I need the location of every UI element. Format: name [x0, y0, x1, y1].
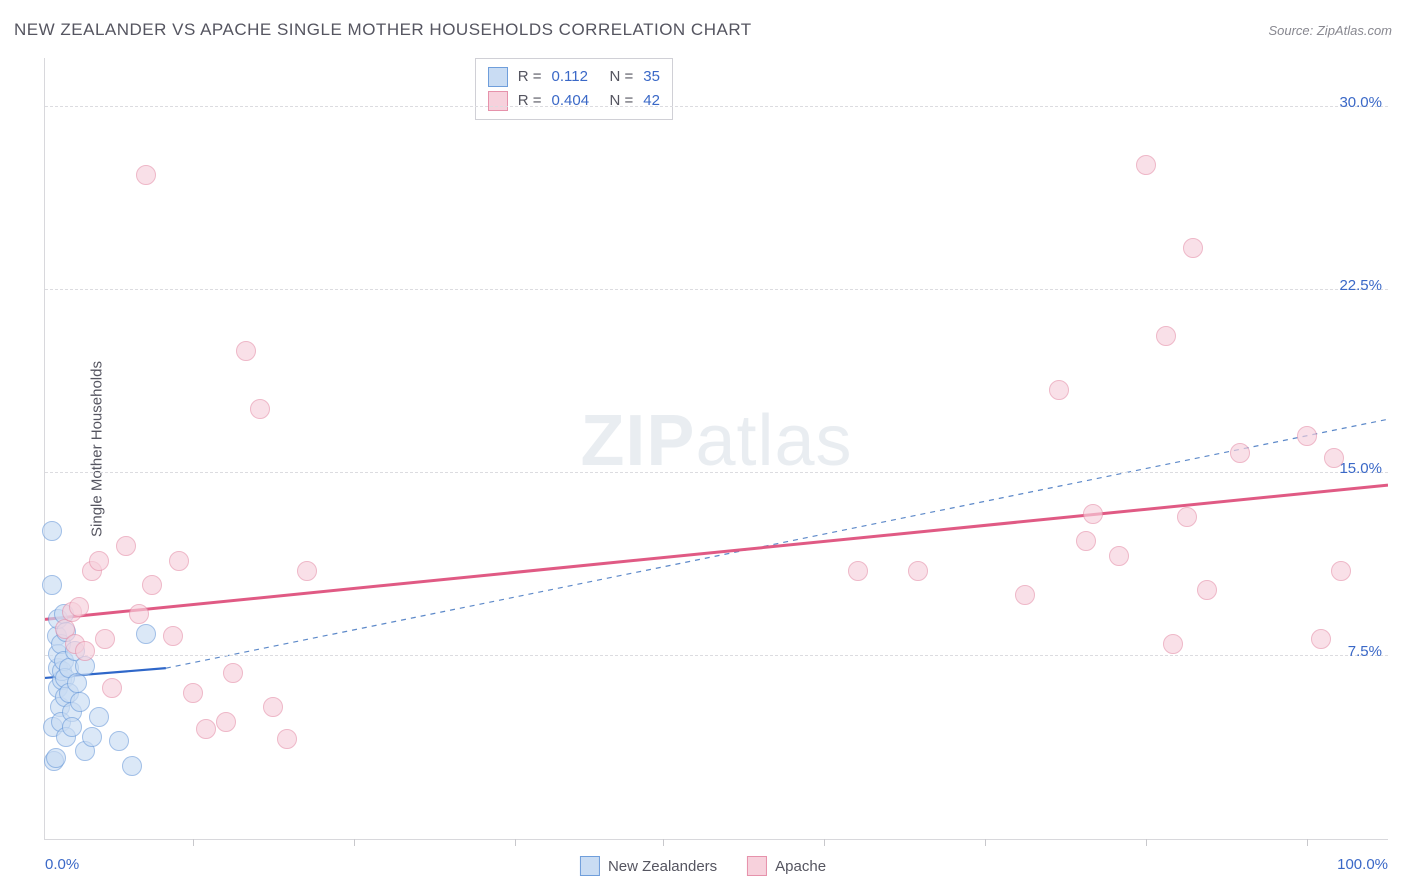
data-point	[236, 341, 256, 361]
data-point	[129, 604, 149, 624]
y-axis-title: Single Mother Households	[88, 361, 105, 537]
source-credit: Source: ZipAtlas.com	[1268, 23, 1392, 38]
data-point	[1324, 448, 1344, 468]
legend-row: R = 0.404 N = 42	[488, 89, 660, 113]
r-value: 0.112	[552, 65, 600, 89]
x-tick	[193, 839, 194, 846]
legend-item: New Zealanders	[580, 856, 717, 876]
data-point	[1136, 155, 1156, 175]
data-point	[183, 683, 203, 703]
data-point	[297, 561, 317, 581]
data-point	[277, 729, 297, 749]
gridline	[45, 289, 1388, 290]
data-point	[42, 521, 62, 541]
y-tick-label: 7.5%	[1348, 643, 1382, 660]
data-point	[1163, 634, 1183, 654]
data-point	[69, 597, 89, 617]
data-point	[82, 727, 102, 747]
y-tick-label: 22.5%	[1339, 277, 1382, 294]
data-point	[1311, 629, 1331, 649]
data-point	[89, 707, 109, 727]
legend-item: Apache	[747, 856, 826, 876]
data-point	[142, 575, 162, 595]
x-tick	[824, 839, 825, 846]
n-label: N =	[610, 89, 634, 113]
n-label: N =	[610, 65, 634, 89]
x-axis-min-label: 0.0%	[45, 856, 79, 873]
legend-row: R = 0.112 N = 35	[488, 65, 660, 89]
data-point	[89, 551, 109, 571]
data-point	[109, 731, 129, 751]
data-point	[1109, 546, 1129, 566]
chart-title: NEW ZEALANDER VS APACHE SINGLE MOTHER HO…	[14, 20, 752, 40]
data-point	[1156, 326, 1176, 346]
r-value: 0.404	[552, 89, 600, 113]
data-point	[62, 717, 82, 737]
data-point	[1331, 561, 1351, 581]
legend-swatch	[580, 856, 600, 876]
data-point	[196, 719, 216, 739]
y-tick-label: 30.0%	[1339, 94, 1382, 111]
data-point	[136, 624, 156, 644]
data-point	[216, 712, 236, 732]
gridline	[45, 655, 1388, 656]
n-value: 35	[643, 65, 660, 89]
r-label: R =	[518, 89, 542, 113]
data-point	[908, 561, 928, 581]
x-tick	[663, 839, 664, 846]
x-tick	[985, 839, 986, 846]
legend-swatch	[747, 856, 767, 876]
watermark: ZIPatlas	[580, 399, 852, 481]
data-point	[223, 663, 243, 683]
data-point	[1297, 426, 1317, 446]
data-point	[67, 673, 87, 693]
scatter-plot: Single Mother Households ZIPatlas 0.0% 1…	[44, 58, 1388, 840]
series-legend: New Zealanders Apache	[580, 856, 826, 876]
data-point	[1049, 380, 1069, 400]
data-point	[848, 561, 868, 581]
data-point	[1083, 504, 1103, 524]
x-axis-max-label: 100.0%	[1337, 856, 1388, 873]
data-point	[1177, 507, 1197, 527]
y-tick-label: 15.0%	[1339, 460, 1382, 477]
legend-swatch	[488, 91, 508, 111]
data-point	[1076, 531, 1096, 551]
data-point	[42, 575, 62, 595]
data-point	[102, 678, 122, 698]
data-point	[1230, 443, 1250, 463]
n-value: 42	[643, 89, 660, 113]
data-point	[70, 692, 90, 712]
correlation-legend: R = 0.112 N = 35 R = 0.404 N = 42	[475, 58, 673, 120]
data-point	[75, 641, 95, 661]
legend-swatch	[488, 67, 508, 87]
r-label: R =	[518, 65, 542, 89]
x-tick	[354, 839, 355, 846]
legend-label: Apache	[775, 858, 826, 875]
legend-label: New Zealanders	[608, 858, 717, 875]
x-tick	[1146, 839, 1147, 846]
data-point	[169, 551, 189, 571]
data-point	[122, 756, 142, 776]
data-point	[1183, 238, 1203, 258]
x-tick	[1307, 839, 1308, 846]
data-point	[116, 536, 136, 556]
gridline	[45, 472, 1388, 473]
gridline	[45, 106, 1388, 107]
data-point	[95, 629, 115, 649]
data-point	[263, 697, 283, 717]
data-point	[1197, 580, 1217, 600]
data-point	[46, 748, 66, 768]
x-tick	[515, 839, 516, 846]
data-point	[136, 165, 156, 185]
data-point	[250, 399, 270, 419]
data-point	[1015, 585, 1035, 605]
data-point	[163, 626, 183, 646]
